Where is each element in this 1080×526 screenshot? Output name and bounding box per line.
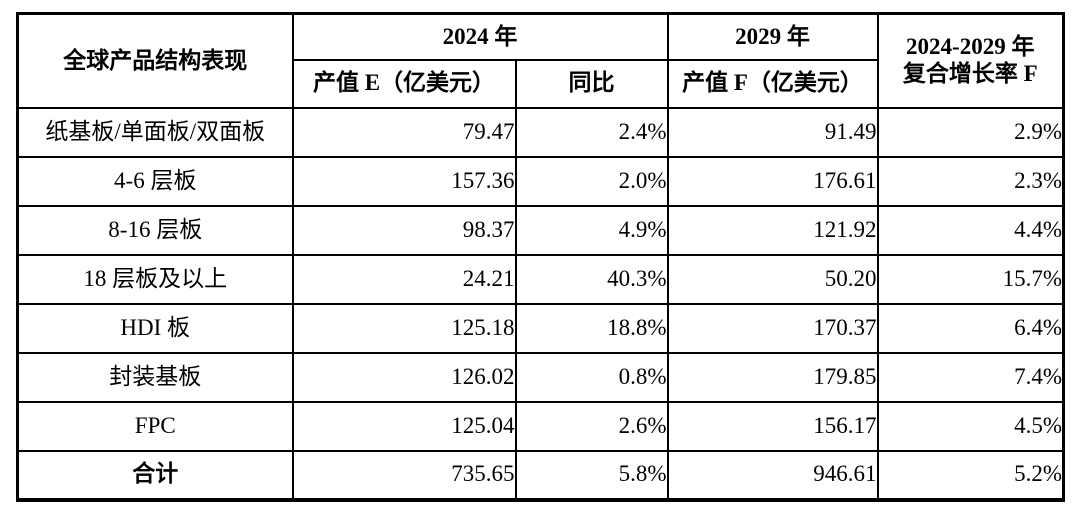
header-yoy: 同比 (514, 58, 669, 109)
table-row: 4-6 层板 157.36 2.0% 176.61 2.3% (16, 155, 1065, 207)
cell-yoy: 0.8% (514, 351, 669, 403)
row-category: HDI 板 (16, 302, 294, 354)
header-group-row: 全球产品结构表现 2024 年 2029 年 2024-2029 年 复合增长率… (16, 12, 1065, 109)
cell-cagr: 4.4% (876, 204, 1065, 256)
cell-value-f: 91.49 (666, 106, 879, 158)
table-body: 纸基板/单面板/双面板 79.47 2.4% 91.49 2.9% 4-6 层板… (16, 106, 1065, 501)
table-row: HDI 板 125.18 18.8% 170.37 6.4% (16, 302, 1065, 354)
row-category: 封装基板 (16, 351, 294, 403)
cell-cagr: 7.4% (876, 351, 1065, 403)
header-group-2024: 2024 年 (291, 12, 669, 61)
table-row: 8-16 层板 98.37 4.9% 121.92 4.4% (16, 204, 1065, 256)
table-row: 18 层板及以上 24.21 40.3% 50.20 15.7% (16, 253, 1065, 305)
cell-yoy: 18.8% (514, 302, 669, 354)
row-category: 4-6 层板 (16, 155, 294, 207)
cell-value-e: 125.18 (291, 302, 517, 354)
header-group-2029: 2029 年 (666, 12, 879, 61)
cell-value-f: 176.61 (666, 155, 879, 207)
cell-yoy: 40.3% (514, 253, 669, 305)
header-value-f: 产值 F（亿美元） (666, 58, 879, 109)
header-sub-row: 产值 E（亿美元） 同比 产值 F（亿美元） (18, 58, 1064, 109)
cell-value-e: 125.04 (291, 400, 517, 452)
cell-value-e: 79.47 (291, 106, 517, 158)
cell-cagr: 5.2% (876, 449, 1065, 501)
cell-cagr: 2.9% (876, 106, 1065, 158)
cell-value-f: 50.20 (666, 253, 879, 305)
cell-value-e: 98.37 (291, 204, 517, 256)
cell-value-f: 156.17 (666, 400, 879, 452)
cell-yoy: 2.6% (514, 400, 669, 452)
row-category: 合计 (16, 449, 294, 501)
table-row: 封装基板 126.02 0.8% 179.85 7.4% (16, 351, 1065, 403)
cell-value-f: 121.92 (666, 204, 879, 256)
cell-value-f: 946.61 (666, 449, 879, 501)
cell-yoy: 2.0% (514, 155, 669, 207)
cell-yoy: 2.4% (514, 106, 669, 158)
header-cagr-line1: 2024-2029 年 (906, 34, 1035, 60)
row-category: 8-16 层板 (16, 204, 294, 256)
cell-value-e: 126.02 (291, 351, 517, 403)
cell-yoy: 5.8% (514, 449, 669, 501)
header-category: 全球产品结构表现 (16, 12, 294, 109)
table-header: 全球产品结构表现 2024 年 2029 年 2024-2029 年 复合增长率… (16, 12, 1065, 109)
cell-cagr: 15.7% (876, 253, 1065, 305)
product-structure-table: 全球产品结构表现 2024 年 2029 年 2024-2029 年 复合增长率… (16, 12, 1065, 502)
cell-value-e: 157.36 (291, 155, 517, 207)
cell-cagr: 6.4% (876, 302, 1065, 354)
cell-value-f: 170.37 (666, 302, 879, 354)
row-category: 18 层板及以上 (16, 253, 294, 305)
header-value-e: 产值 E（亿美元） (291, 58, 517, 109)
header-cagr-line2: 复合增长率 F (902, 60, 1038, 86)
cell-value-e: 735.65 (291, 449, 517, 501)
table-row: FPC 125.04 2.6% 156.17 4.5% (16, 400, 1065, 452)
cell-value-e: 24.21 (291, 253, 517, 305)
row-category: FPC (16, 400, 294, 452)
table-row-total: 合计 735.65 5.8% 946.61 5.2% (16, 449, 1065, 501)
row-category: 纸基板/单面板/双面板 (16, 106, 294, 158)
header-cagr: 2024-2029 年 复合增长率 F (876, 12, 1065, 109)
table-row: 纸基板/单面板/双面板 79.47 2.4% 91.49 2.9% (16, 106, 1065, 158)
cell-cagr: 2.3% (876, 155, 1065, 207)
cell-yoy: 4.9% (514, 204, 669, 256)
cell-value-f: 179.85 (666, 351, 879, 403)
cell-cagr: 4.5% (876, 400, 1065, 452)
